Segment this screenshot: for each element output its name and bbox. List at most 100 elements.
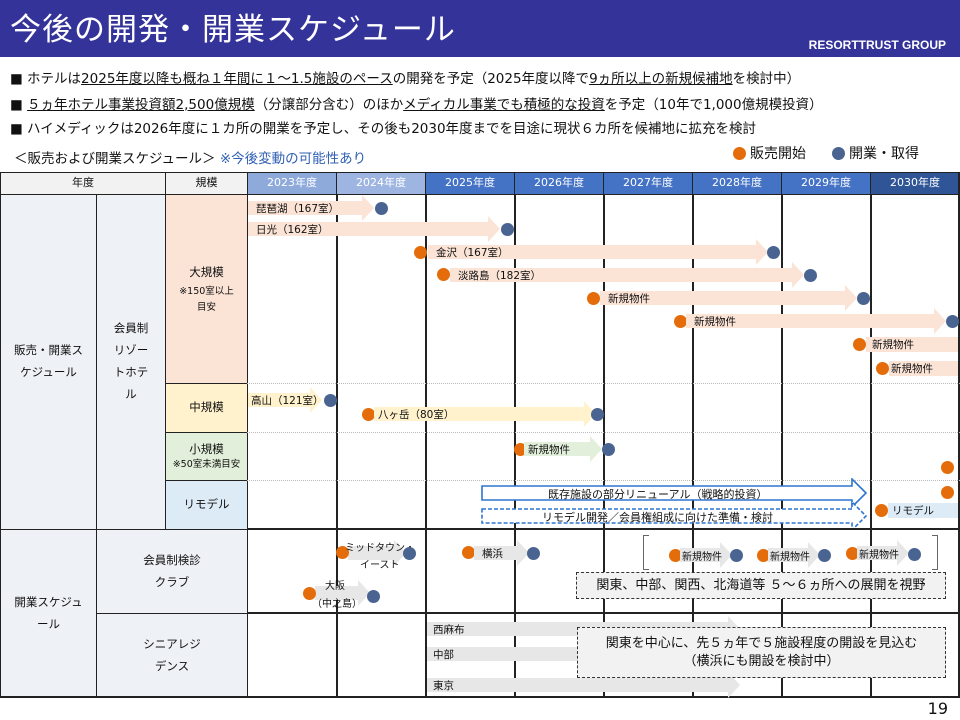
bar-nikko: 日光（162室）	[248, 216, 500, 242]
note: ※150室以上目安	[179, 285, 234, 313]
orange-dot-icon	[733, 146, 746, 160]
schedule-title: ＜販売および開業スケジュール＞	[14, 151, 216, 167]
legend-label: 開業・取得	[849, 146, 919, 162]
sale-dot	[875, 504, 888, 517]
label: 関東を中心に、先５ヵ年で５施設程度の開設を見込む	[605, 635, 918, 651]
row-divider	[247, 480, 960, 481]
label: 新規物件	[694, 315, 736, 328]
header-year: 年度	[0, 172, 166, 195]
scale-small: 小規模 ※50室未満目安	[165, 432, 248, 481]
renewal-label: 既存施設の部分リニューアル（戦略的投資）	[548, 488, 768, 501]
bar-new-4: 新規物件	[889, 361, 958, 376]
text: の開発を予定（2025年度以降で	[392, 71, 590, 87]
sale-dot	[462, 546, 475, 559]
senior-note: 関東を中心に、先５ヵ年で５施設程度の開設を見込む （横浜にも開設を検討中）	[577, 627, 946, 678]
sale-dot	[437, 268, 450, 281]
header-scale: 規模	[165, 172, 248, 195]
open-dot	[501, 223, 514, 236]
bar-new-3: 新規物件	[866, 337, 958, 352]
divider	[692, 194, 694, 698]
open-dot	[908, 548, 921, 561]
midtown-label-1: ミッドタウン・	[345, 543, 415, 554]
divider	[958, 172, 960, 698]
label: 中部	[433, 648, 454, 661]
text: （分譲部分含む）のほか	[254, 97, 404, 113]
clinic-note: 関東、中部、関西、北海道等 ５～６ヵ所への展開を視野	[576, 572, 946, 599]
bar-kanazawa: 金沢（167室）	[428, 239, 768, 265]
year-2027: 2027年度	[603, 172, 693, 195]
text: 2025年度以降も概ね１年間に１～1.5施設のペース	[81, 71, 393, 87]
label: 新規物件	[859, 549, 899, 561]
bar-yokohama: 横浜	[474, 540, 529, 566]
page-title: 今後の開発・開業スケジュール	[10, 12, 456, 48]
label: 高山（121室）	[251, 394, 324, 407]
label: 金沢（167室）	[436, 246, 509, 259]
legend-sale: 販売開始	[733, 143, 806, 163]
text: を検討中）	[732, 71, 801, 87]
label: 横浜	[482, 547, 503, 560]
bar-small-new: 新規物件	[524, 436, 602, 462]
open-dot	[602, 443, 615, 456]
label: 新規物件	[770, 551, 810, 563]
label: 東京	[433, 679, 454, 692]
bar-clinic-new-2: 新規物件	[768, 542, 820, 568]
title-bar	[0, 0, 960, 57]
sale-dot	[414, 246, 427, 259]
remodel-arrows	[481, 478, 868, 528]
label: 大規模	[189, 264, 224, 279]
schedule-note: ※今後変動の可能性あり	[219, 151, 367, 167]
label: 八ヶ岳（80室）	[378, 408, 455, 421]
open-dot	[730, 549, 743, 562]
open-dot	[767, 246, 780, 259]
bar-biwako: 琵琶湖（167室）	[248, 195, 374, 221]
bar-new-2: 新規物件	[686, 308, 946, 334]
sale-dot	[941, 486, 954, 499]
sale-dot	[846, 547, 859, 560]
divider	[247, 528, 960, 530]
sale-dot	[876, 362, 889, 375]
label: 新規物件	[528, 443, 570, 456]
divider	[336, 194, 338, 698]
label: 西麻布	[433, 623, 465, 636]
open-dot	[591, 408, 604, 421]
open-dot	[946, 315, 959, 328]
year-2028: 2028年度	[692, 172, 782, 195]
row-divider	[247, 383, 960, 384]
section-clinic-club: 会員制検診クラブ	[96, 529, 248, 614]
osaka-label-1: 大阪	[325, 581, 345, 592]
open-dot	[857, 292, 870, 305]
row-divider	[247, 432, 960, 433]
divider	[870, 194, 872, 698]
open-dot	[804, 269, 817, 282]
label: 新規物件	[891, 363, 933, 375]
bar-clinic-new-3: 新規物件	[857, 540, 909, 566]
section-sales-open: 販売・開業スケジュール	[0, 194, 97, 530]
label: 新規物件	[682, 551, 722, 563]
label: 淡路島（182室）	[458, 269, 542, 282]
sale-dot	[336, 546, 349, 559]
text: 9ヵ所以上の新規候補地	[589, 71, 733, 87]
bar-new-1: 新規物件	[600, 285, 857, 311]
bar-awaji: 淡路島（182室）	[450, 262, 804, 288]
divider	[0, 696, 960, 698]
label: 琵琶湖（167室）	[256, 202, 340, 215]
bullet-1: ■ ホテルは2025年度以降も概ね１年間に１～1.5施設のペースの開発を予定（2…	[10, 71, 801, 87]
schedule-heading: ＜販売および開業スケジュール＞ ※今後変動の可能性あり	[14, 147, 366, 167]
divider	[247, 612, 960, 614]
section-member-resort: 会員制リゾートホテル	[96, 194, 166, 530]
open-dot	[324, 394, 337, 407]
open-dot	[367, 590, 380, 603]
bar-remodel: リモデル	[888, 503, 958, 518]
note: ※50室未満目安	[172, 459, 241, 470]
label: シニアレジデンス	[143, 636, 201, 673]
sale-dot	[669, 549, 682, 562]
year-2026: 2026年度	[514, 172, 604, 195]
year-2023: 2023年度	[247, 172, 337, 195]
legend-open: 開業・取得	[832, 143, 919, 163]
year-2024: 2024年度	[336, 172, 426, 195]
divider	[781, 194, 783, 698]
brand-logo: RESORTTRUST GROUP	[808, 38, 946, 52]
sale-dot	[514, 443, 527, 456]
sale-dot	[941, 461, 954, 474]
bullet-2: ■ ５ヵ年ホテル事業投資額2,500億規模（分譲部分含む）のほかメディカル事業で…	[10, 97, 823, 113]
